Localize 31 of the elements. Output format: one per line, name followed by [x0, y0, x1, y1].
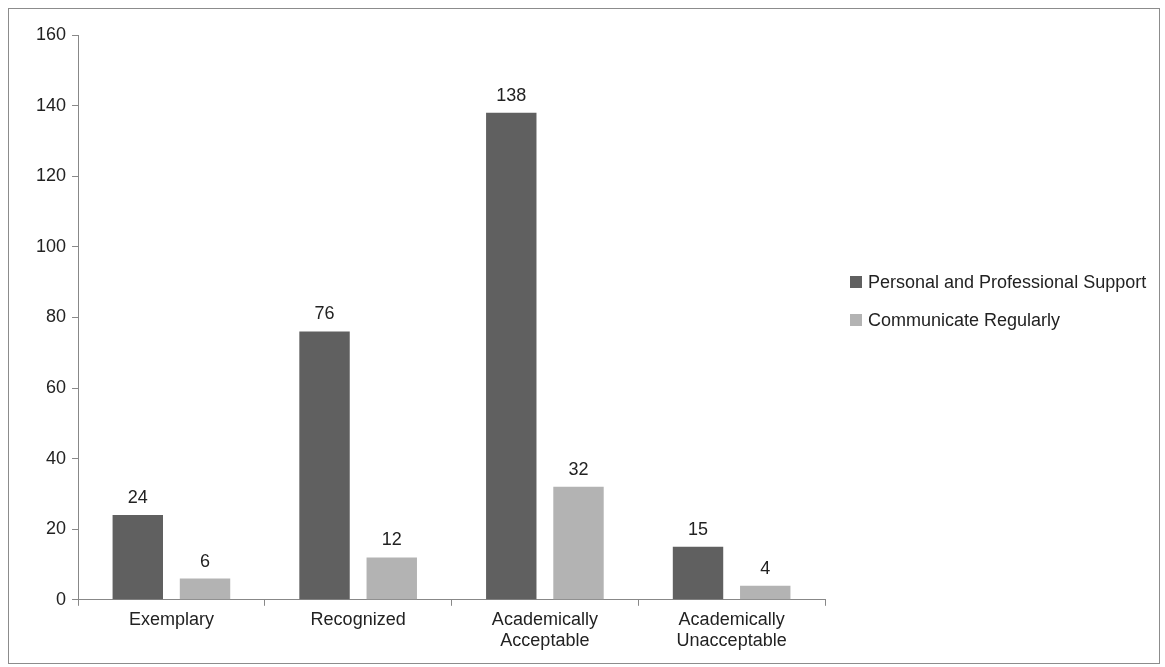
y-tick-label: 140 [35, 94, 67, 115]
bar [553, 486, 604, 600]
data-label: 6 [200, 550, 211, 571]
data-label: 12 [381, 529, 402, 550]
x-tick-label: Academically Acceptable [491, 608, 598, 651]
data-label: 138 [496, 84, 527, 105]
data-label: 24 [127, 487, 148, 508]
data-label: 4 [760, 557, 771, 578]
y-tick-label: 120 [35, 165, 67, 186]
x-tick-label: Exemplary [128, 608, 214, 629]
bar [366, 557, 417, 600]
legend-label: Communicate Regularly [868, 309, 1061, 332]
data-label: 76 [314, 303, 335, 324]
legend-label: Personal and Professional Support [868, 271, 1147, 294]
bar [299, 331, 350, 600]
x-tick-label: Recognized [310, 608, 406, 629]
y-tick-label: 80 [46, 306, 67, 327]
bar [672, 546, 724, 600]
y-tick-label: 0 [56, 588, 67, 609]
y-tick-label: 20 [46, 518, 67, 539]
y-tick-label: 160 [35, 23, 67, 44]
bar [179, 578, 231, 600]
bar [486, 112, 537, 600]
bar [112, 515, 163, 600]
y-tick-label: 100 [35, 235, 67, 256]
y-tick-label: 40 [46, 447, 67, 468]
y-tick-label: 60 [46, 376, 67, 397]
bar [740, 585, 791, 600]
data-label: 32 [568, 458, 589, 479]
x-tick-label: Academically Unacceptable [676, 608, 787, 651]
data-label: 15 [688, 518, 709, 539]
